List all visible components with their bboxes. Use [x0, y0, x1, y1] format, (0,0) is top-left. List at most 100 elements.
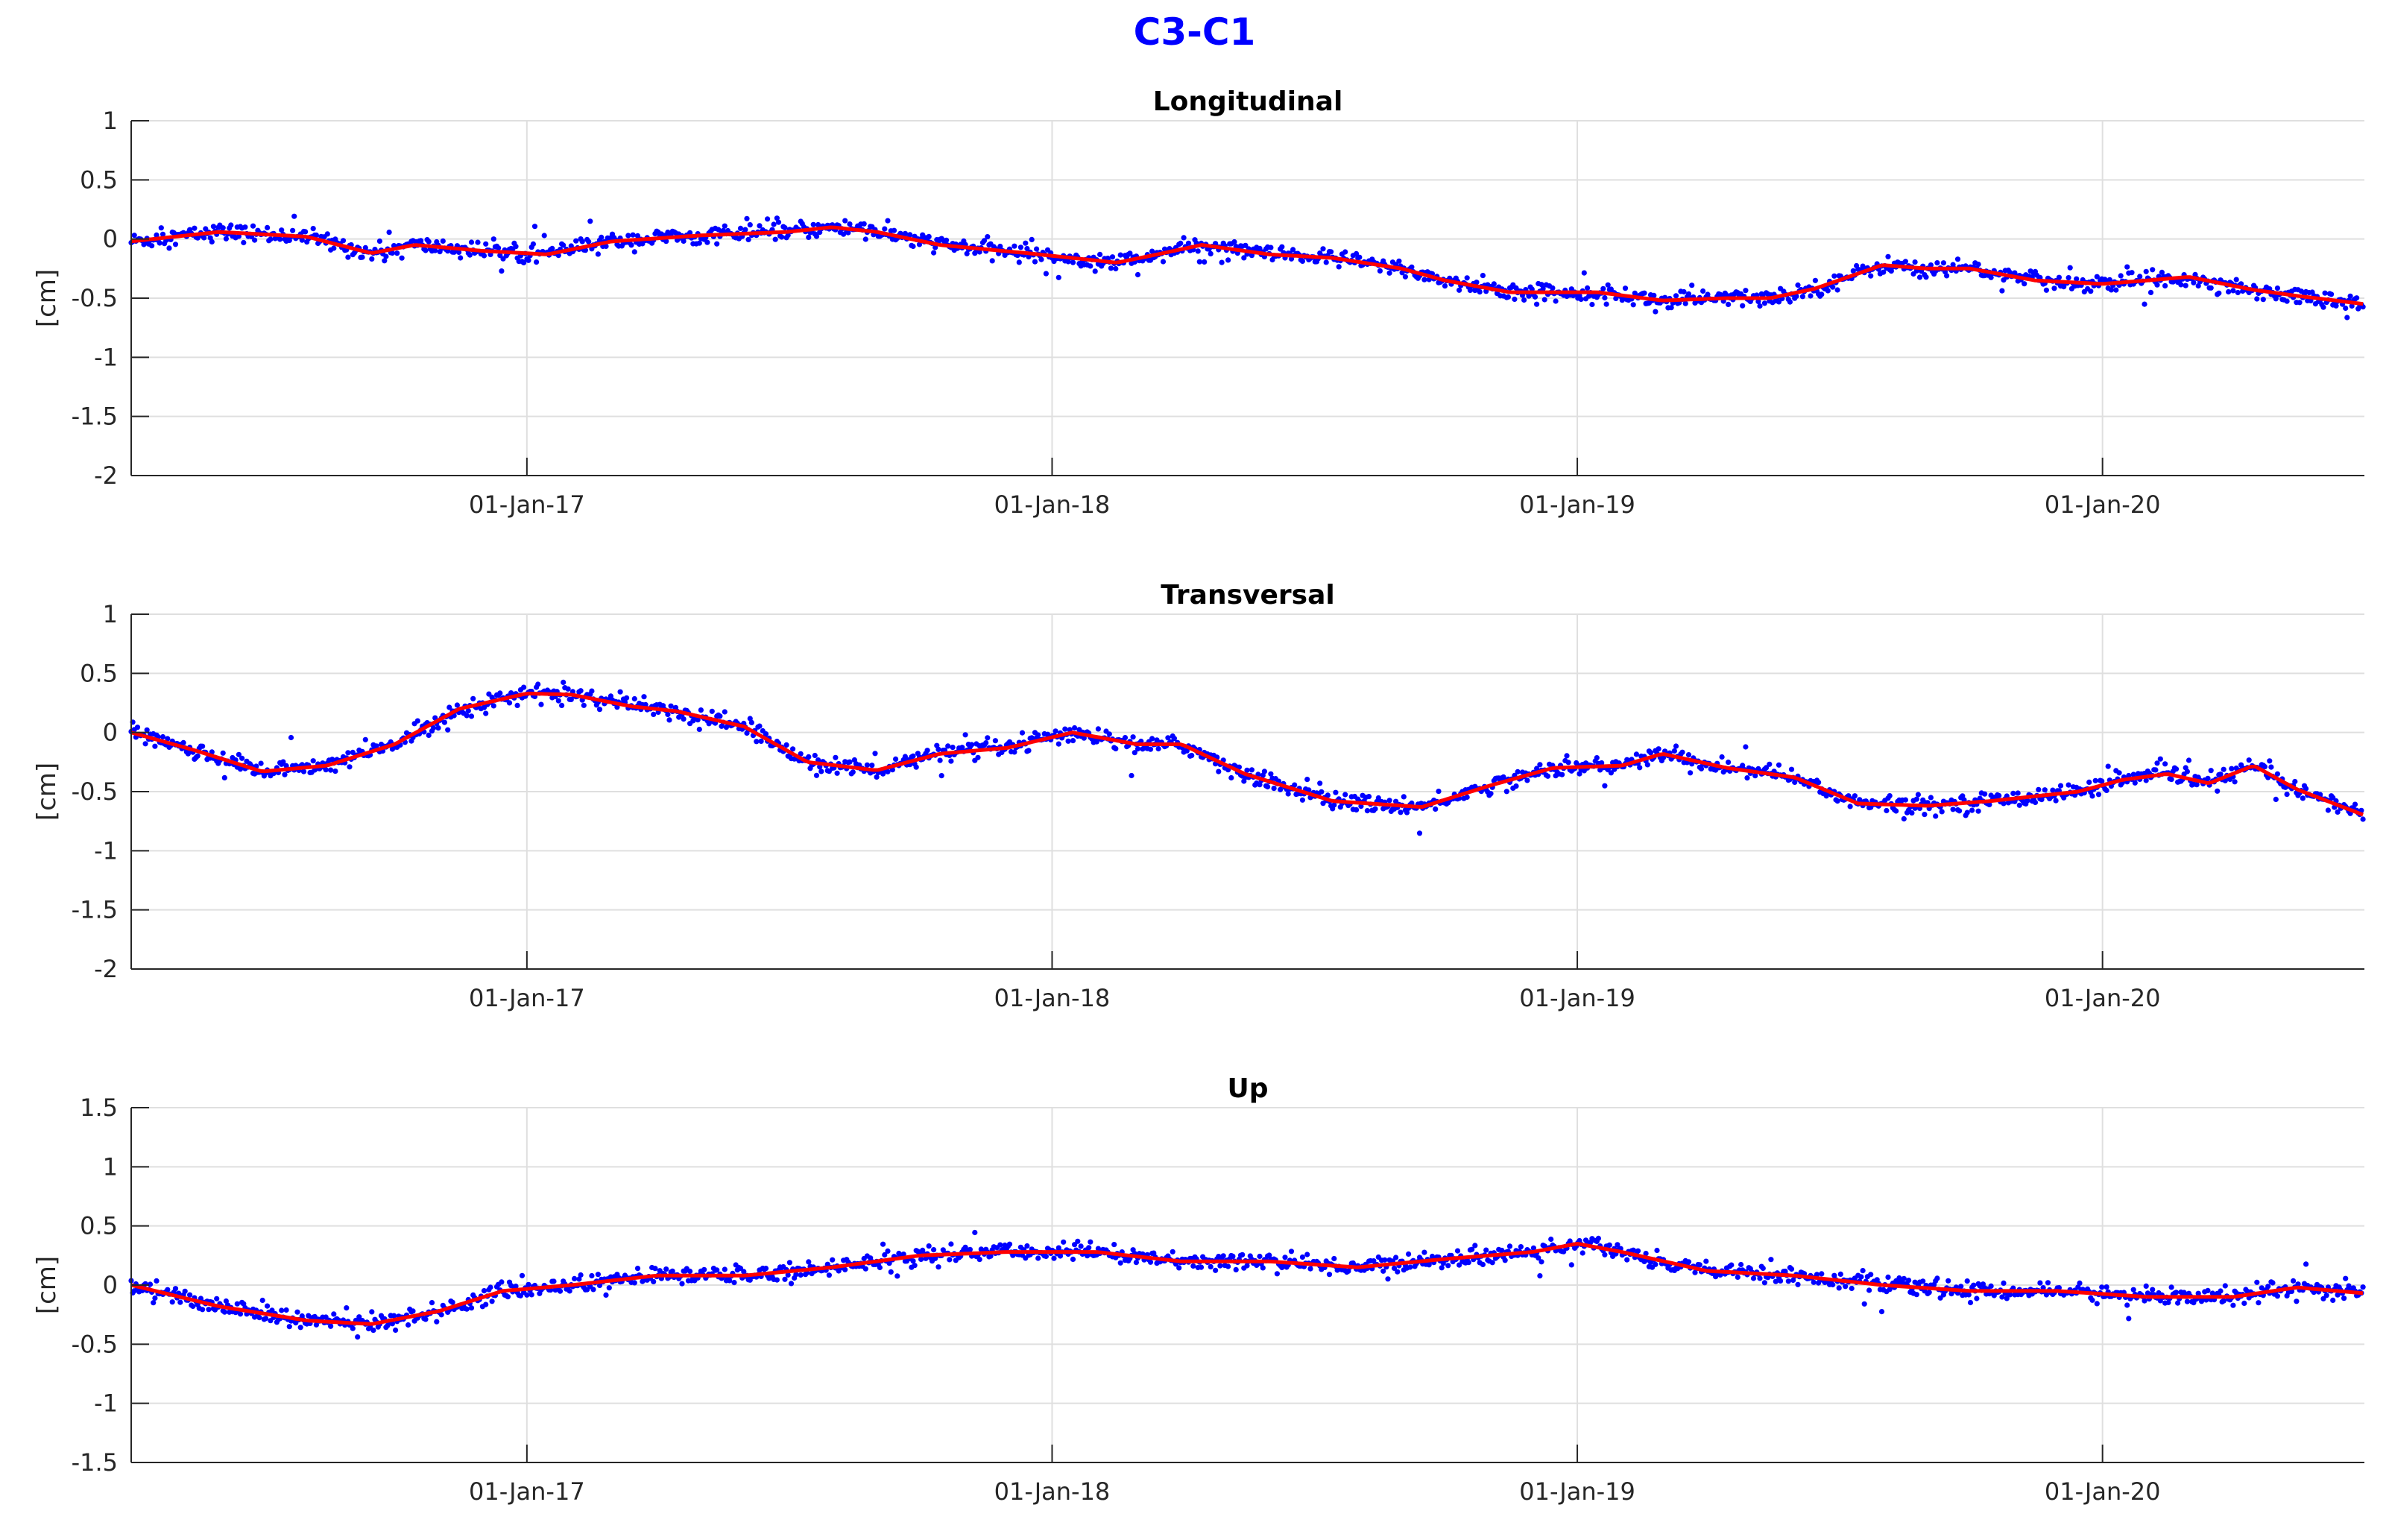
data-point [1325, 792, 1331, 798]
data-point [2099, 1284, 2105, 1290]
data-point [2295, 1281, 2301, 1287]
data-point [595, 251, 602, 257]
data-point [241, 1301, 247, 1307]
data-point [2218, 1288, 2224, 1294]
data-point [596, 1282, 603, 1289]
data-point [526, 257, 531, 263]
data-point [1641, 290, 1647, 296]
panel-title: Longitudinal [1153, 86, 1343, 117]
data-point [468, 239, 475, 245]
data-point [1966, 1292, 1972, 1298]
data-point [628, 242, 634, 248]
data-point [2150, 267, 2156, 273]
data-point [506, 700, 513, 706]
data-point [1260, 1265, 1266, 1271]
data-point [393, 1327, 399, 1334]
data-point [1472, 1243, 1478, 1249]
data-point [1249, 767, 1255, 773]
data-point [1391, 1265, 1398, 1271]
data-point [1488, 791, 1494, 797]
data-point [959, 745, 965, 751]
data-point [1548, 1236, 1554, 1243]
y-tick-label: 1 [103, 600, 118, 628]
data-point [1915, 792, 1921, 798]
data-point [1278, 786, 1284, 792]
data-point [530, 241, 537, 247]
data-point [790, 746, 796, 752]
data-point [1982, 791, 1988, 797]
data-point [704, 239, 710, 245]
data-point [541, 233, 547, 239]
data-point [902, 754, 908, 760]
data-point [1117, 1260, 1123, 1266]
x-tick-label: 01-Jan-20 [2045, 490, 2161, 519]
data-point [935, 1264, 941, 1270]
data-point [1647, 750, 1654, 756]
data-point [1834, 287, 1840, 293]
data-point [513, 244, 519, 250]
data-point [882, 226, 888, 232]
data-point [362, 736, 368, 742]
y-axis-label: [cm] [32, 1256, 62, 1314]
data-point [1750, 1275, 1757, 1281]
data-point [2086, 779, 2092, 785]
data-point [1016, 259, 1022, 265]
data-point [1852, 793, 1858, 799]
data-point [798, 1272, 804, 1278]
data-point [595, 1272, 602, 1278]
data-point [1178, 240, 1184, 246]
data-point [1012, 749, 1017, 755]
data-point [698, 707, 704, 713]
data-point [1149, 736, 1155, 742]
data-point [1108, 265, 1114, 271]
data-point [695, 717, 701, 723]
data-point [872, 751, 878, 757]
data-point [206, 1307, 212, 1313]
data-point [399, 255, 405, 261]
data-point [177, 1299, 183, 1305]
y-tick-label: -1 [94, 343, 118, 371]
data-point [2230, 1302, 2236, 1308]
data-point [634, 233, 641, 239]
data-point [1274, 1271, 1280, 1277]
data-point [1147, 1259, 1154, 1265]
data-point [631, 249, 637, 255]
data-point [1668, 305, 1674, 311]
y-tick-label: -2 [94, 955, 118, 983]
data-point [1317, 780, 1323, 786]
data-point [1622, 285, 1629, 291]
data-point [1319, 789, 1325, 795]
data-point [1467, 287, 1473, 294]
data-point [747, 222, 753, 228]
data-point [1760, 1265, 1766, 1272]
data-point [195, 753, 201, 759]
data-point [2346, 1283, 2352, 1289]
data-point [826, 1272, 832, 1278]
data-point [1409, 264, 1415, 270]
data-point [2074, 276, 2080, 282]
data-point [1726, 760, 1732, 766]
data-point [2001, 801, 2007, 807]
data-point [1744, 775, 1750, 781]
data-points [128, 213, 2366, 321]
data-point [779, 234, 785, 240]
data-point [514, 702, 520, 709]
data-point [1106, 731, 1112, 737]
data-point [1700, 288, 1706, 294]
data-point [1097, 251, 1103, 257]
data-point [431, 725, 437, 731]
data-point [885, 769, 891, 774]
data-point [912, 1263, 918, 1269]
data-point [2043, 287, 2049, 293]
y-tick-label: -1.5 [72, 896, 118, 924]
data-point [1404, 810, 1410, 815]
data-point [810, 221, 816, 227]
data-point [1788, 1266, 1795, 1272]
y-tick-label: 0.5 [80, 1212, 118, 1240]
data-point [369, 1309, 375, 1315]
data-points [128, 679, 2366, 836]
data-point [1085, 1253, 1091, 1259]
data-point [589, 1272, 595, 1279]
data-point [741, 1269, 747, 1275]
data-point [487, 1284, 493, 1290]
